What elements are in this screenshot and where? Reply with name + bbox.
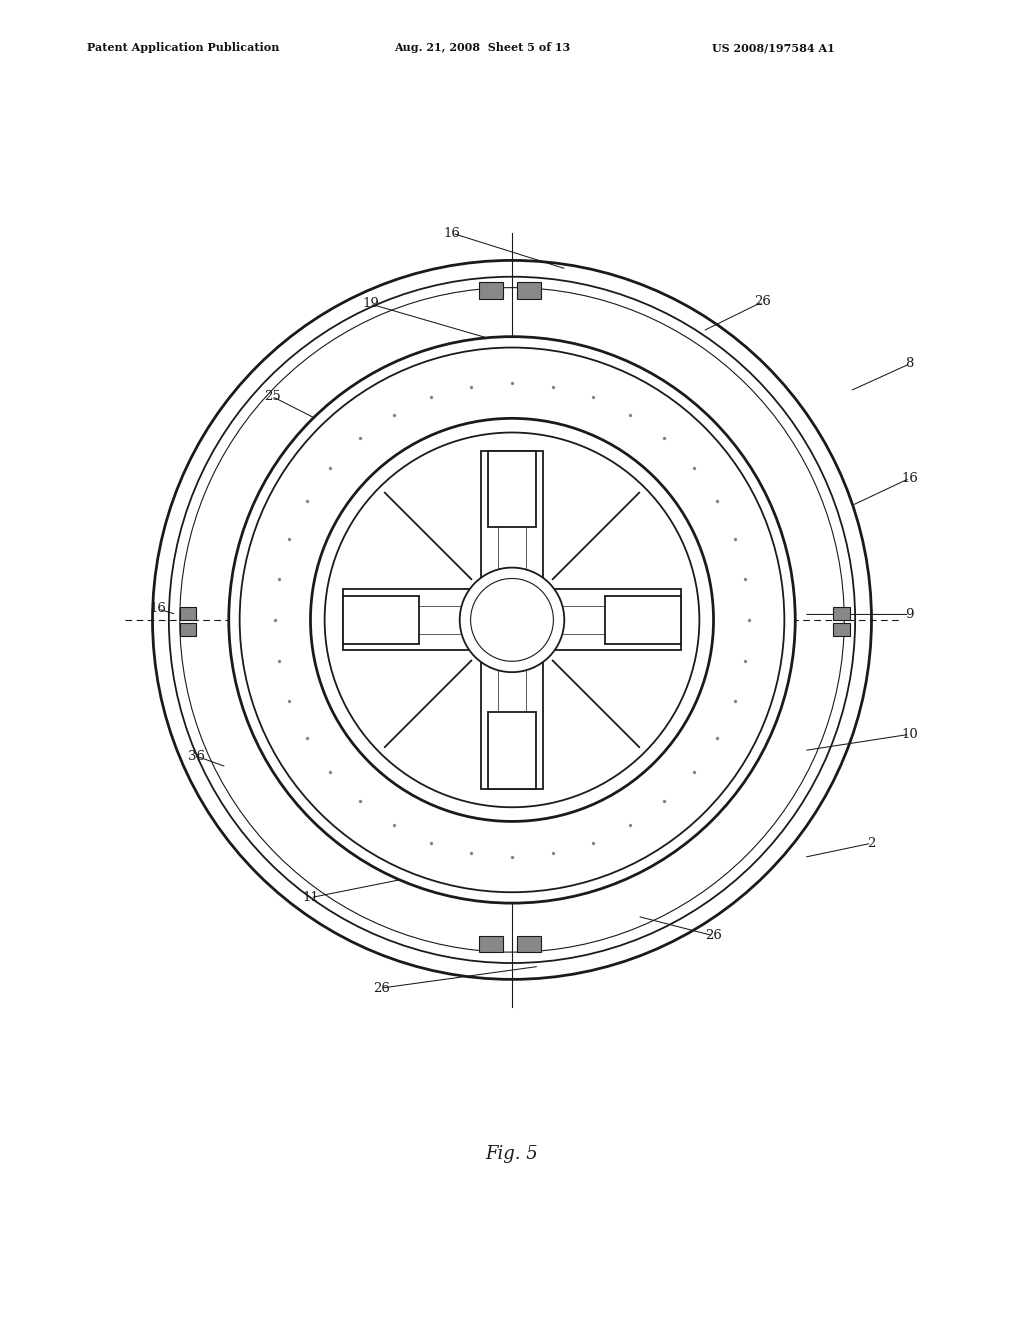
- Bar: [479, 936, 503, 952]
- Text: 16: 16: [443, 227, 461, 240]
- Text: 26: 26: [373, 982, 390, 994]
- Text: 11: 11: [302, 891, 318, 904]
- Bar: [343, 590, 681, 651]
- Text: 2: 2: [867, 837, 876, 850]
- Bar: [180, 607, 196, 620]
- Text: 26: 26: [706, 929, 722, 942]
- Bar: [834, 623, 850, 636]
- Bar: [481, 451, 543, 789]
- Circle shape: [460, 568, 564, 672]
- Text: 19: 19: [361, 297, 379, 310]
- Circle shape: [228, 337, 796, 903]
- Bar: [488, 451, 536, 527]
- Bar: [517, 282, 542, 298]
- Text: 25: 25: [264, 391, 281, 403]
- Text: 16: 16: [150, 602, 166, 615]
- Bar: [834, 607, 850, 620]
- Text: Patent Application Publication: Patent Application Publication: [87, 42, 280, 53]
- Text: 26: 26: [754, 296, 771, 309]
- Text: 8: 8: [905, 358, 913, 371]
- Circle shape: [153, 260, 871, 979]
- Text: Fig. 5: Fig. 5: [485, 1144, 539, 1163]
- Circle shape: [310, 418, 714, 821]
- Bar: [604, 595, 681, 644]
- Bar: [488, 713, 536, 789]
- Text: Aug. 21, 2008  Sheet 5 of 13: Aug. 21, 2008 Sheet 5 of 13: [394, 42, 570, 53]
- Text: US 2008/197584 A1: US 2008/197584 A1: [712, 42, 835, 53]
- Text: 9: 9: [905, 609, 913, 620]
- Bar: [479, 282, 503, 298]
- Bar: [517, 936, 542, 952]
- Bar: [343, 595, 420, 644]
- Text: 10: 10: [901, 727, 918, 741]
- Text: 16: 16: [901, 471, 919, 484]
- Text: 36: 36: [187, 750, 205, 763]
- Bar: [180, 623, 196, 636]
